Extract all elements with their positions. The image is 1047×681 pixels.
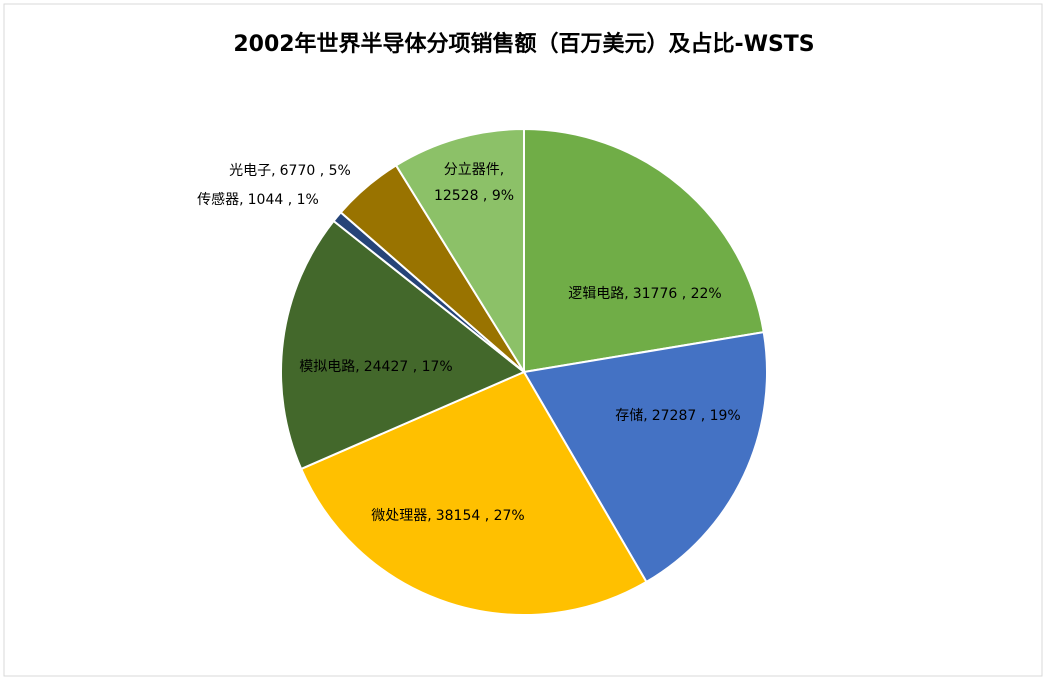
data-label: 传感器, 1044 , 1% bbox=[197, 191, 319, 208]
pie-slice bbox=[522, 331, 768, 584]
data-label: 存储, 27287 , 19% bbox=[615, 408, 740, 424]
category-label: 逻辑电路, bbox=[568, 286, 628, 302]
data-label: 模拟电路, 24427 , 17% bbox=[299, 359, 452, 375]
value-label: 6770 , 5% bbox=[280, 163, 351, 179]
data-label: 光电子, 6770 , 5% bbox=[229, 163, 351, 179]
value-label: 12528 , 9% bbox=[434, 188, 514, 204]
chart-title: 2002年世界半导体分项销售额（百万美元）及占比-WSTS bbox=[233, 31, 814, 57]
pie-slice bbox=[523, 127, 765, 374]
category-label: 传感器, bbox=[197, 191, 243, 208]
pie-slice bbox=[394, 127, 525, 376]
data-label: 分立器件, 12528 , 9% bbox=[434, 162, 514, 204]
data-label: 微处理器, 38154 , 27% bbox=[371, 508, 524, 524]
labels: 逻辑电路, 31776 , 22% 存储, 27287 , 19% 微处理器, 38154… bbox=[197, 162, 741, 524]
category-label: 光电子, bbox=[229, 163, 275, 179]
category-label: 存储, bbox=[615, 408, 647, 424]
category-label: 微处理器, bbox=[371, 508, 431, 524]
data-label: 逻辑电路, 31776 , 22% bbox=[568, 286, 721, 302]
category-label: 分立器件, bbox=[444, 162, 504, 178]
value-label: 1044 , 1% bbox=[248, 192, 319, 208]
value-label: 24427 , 17% bbox=[364, 359, 453, 375]
category-label: 模拟电路, bbox=[299, 359, 359, 375]
value-label: 31776 , 22% bbox=[633, 286, 722, 302]
value-label: 27287 , 19% bbox=[652, 408, 741, 424]
pie bbox=[280, 127, 768, 616]
value-label: 38154 , 27% bbox=[436, 508, 525, 524]
pie-slice bbox=[280, 219, 526, 471]
pie-slice bbox=[299, 370, 648, 616]
